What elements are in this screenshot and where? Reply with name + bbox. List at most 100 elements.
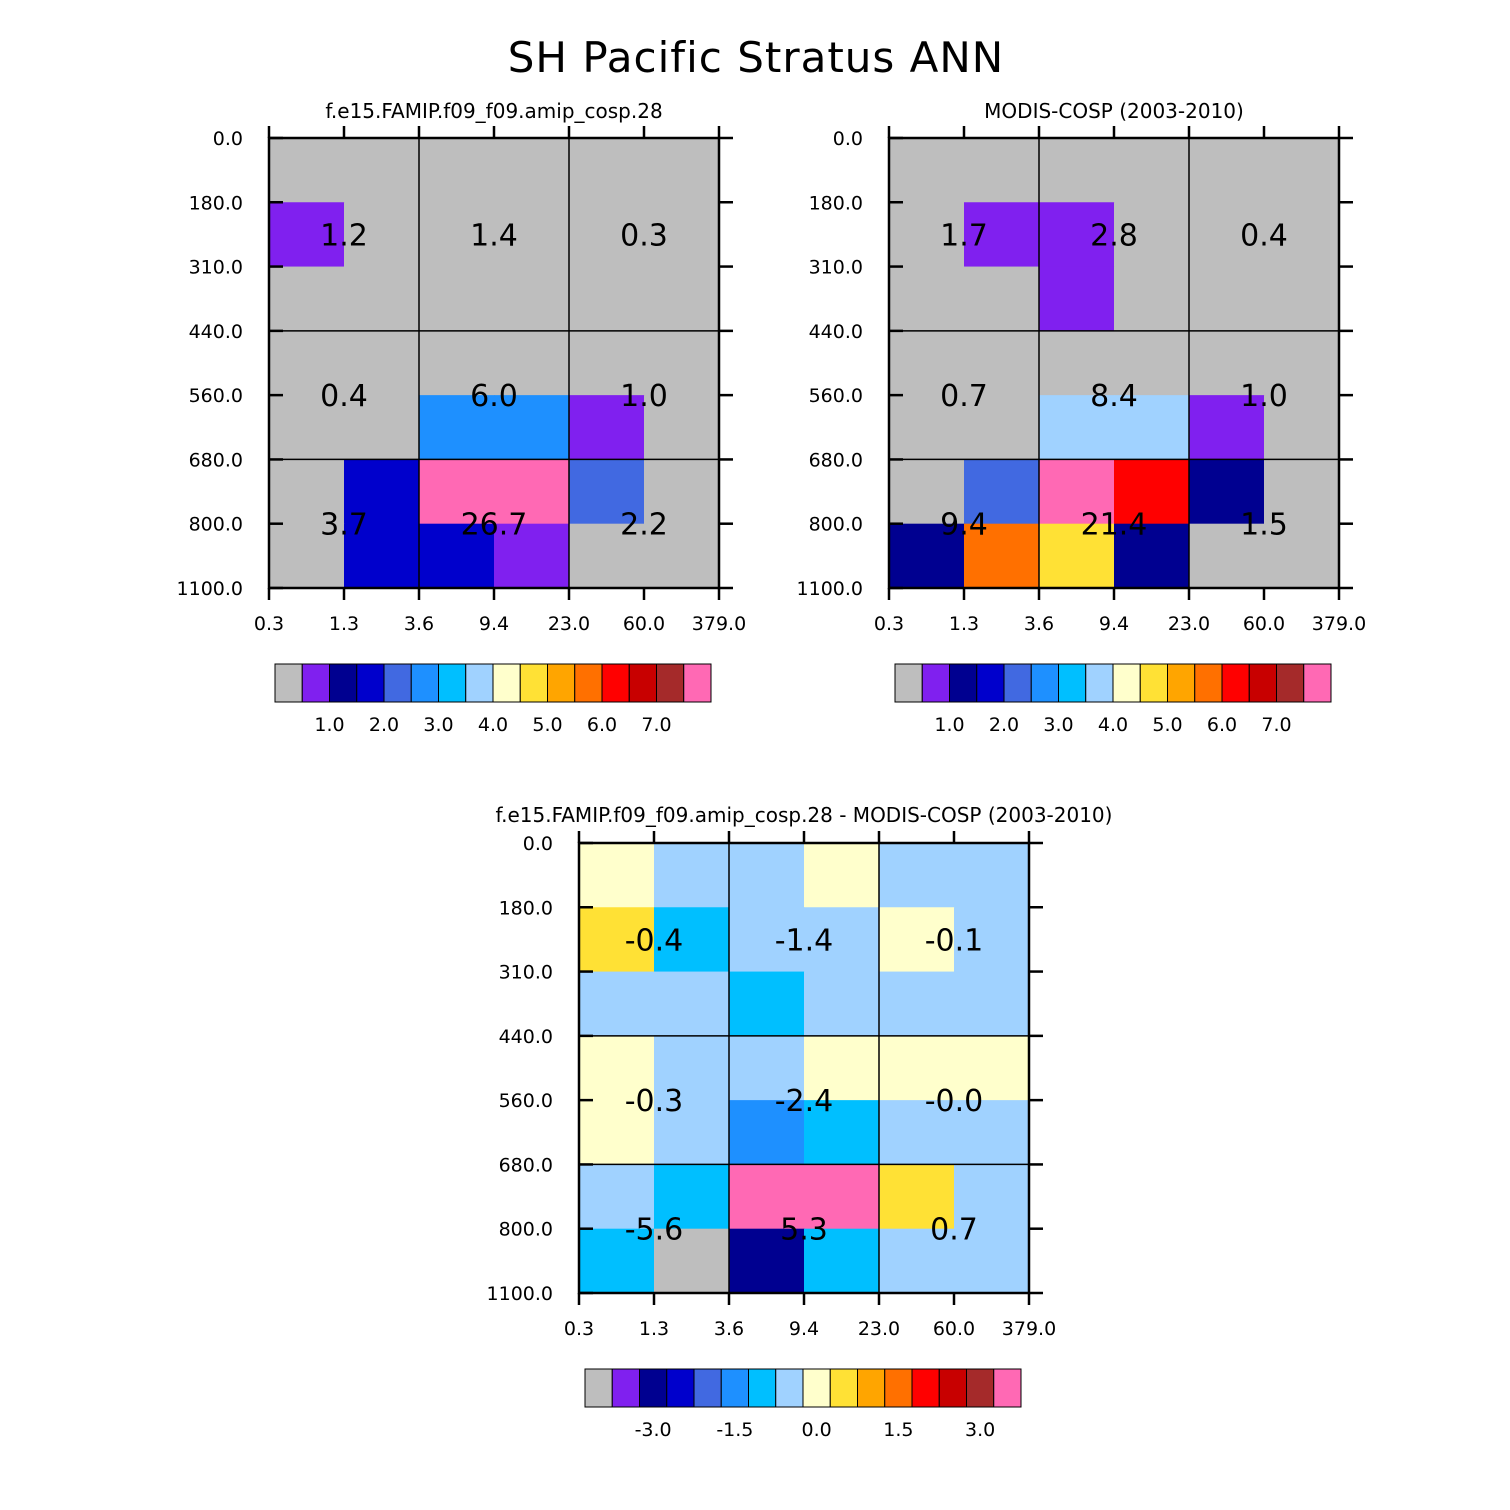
- x-tick-label: 1.3: [329, 613, 359, 635]
- colorbar-box: [1276, 663, 1305, 703]
- ticks-obs: 0.0 180.0 310.0 440.0 560.0 680.0 800.0 1100.0 0…: [797, 126, 1366, 635]
- cell: [269, 459, 345, 525]
- cell: [569, 459, 645, 525]
- x-tick-label: 0.3: [254, 613, 284, 635]
- cell: [964, 266, 1040, 332]
- cell: [1039, 395, 1115, 461]
- colorbar-box: [949, 663, 978, 703]
- cell: [419, 459, 495, 525]
- cell: [419, 266, 495, 332]
- cell: [889, 202, 965, 268]
- cell: [729, 1035, 805, 1101]
- cell: [344, 330, 420, 396]
- cell: [804, 1035, 880, 1101]
- cell: [269, 138, 345, 203]
- cell: [729, 971, 805, 1037]
- colorbar-box: [829, 1368, 858, 1408]
- colorbar-box: [656, 663, 685, 703]
- cell: [729, 1164, 805, 1230]
- x-tick-label: 3.6: [1024, 613, 1054, 635]
- cell: [879, 971, 955, 1037]
- cell: [889, 459, 965, 525]
- colorbar-box: [884, 1368, 913, 1408]
- cell: [494, 523, 570, 589]
- y-tick-label: 0.0: [523, 833, 553, 855]
- colorbar-model: 1.0 2.0 3.0 4.0 5.0 6.0 7.0: [274, 663, 712, 736]
- cell: [269, 330, 345, 396]
- cells-difference: [579, 843, 1030, 1294]
- cell: [1189, 330, 1265, 396]
- cell: [1264, 266, 1340, 332]
- cell: [644, 202, 720, 268]
- colorbar-label: 3.0: [423, 714, 453, 736]
- cell-value-label: 0.3: [620, 218, 668, 253]
- cell: [1189, 459, 1265, 525]
- cells-obs: [889, 138, 1340, 589]
- colorbar-label: 1.5: [883, 1419, 913, 1441]
- cell: [494, 395, 570, 461]
- x-tick-label: 9.4: [789, 1318, 819, 1340]
- cell: [954, 971, 1030, 1037]
- colorbar-label: 4.0: [478, 714, 508, 736]
- colorbar-label: 5.0: [1152, 714, 1182, 736]
- cell: [729, 1100, 805, 1166]
- ticks-model: 0.0 180.0 310.0 440.0 560.0 680.0 800.0 1100.0 0…: [177, 126, 746, 635]
- cell: [964, 330, 1040, 396]
- cell: [964, 202, 1040, 268]
- cell: [804, 843, 880, 908]
- colorbar-box: [574, 663, 603, 703]
- cell: [654, 843, 730, 908]
- colorbar-box: [1303, 663, 1332, 703]
- y-tick-label: 680.0: [499, 1154, 553, 1176]
- x-tick-label: 60.0: [623, 613, 665, 635]
- y-tick-label: 0.0: [213, 128, 243, 150]
- cell: [1039, 202, 1115, 268]
- colorbar-box: [857, 1368, 886, 1408]
- cell: [889, 266, 965, 332]
- y-tick-label: 800.0: [189, 514, 243, 536]
- cell-value-label: 9.4: [940, 508, 988, 543]
- cell: [644, 266, 720, 332]
- cell: [964, 138, 1040, 203]
- cell: [964, 523, 1040, 589]
- cell: [344, 202, 420, 268]
- cell: [579, 843, 655, 908]
- colorbar-box: [547, 663, 576, 703]
- colorbar-box: [1194, 663, 1223, 703]
- y-tick-label: 680.0: [189, 449, 243, 471]
- colorbar-label: 2.0: [369, 714, 399, 736]
- cell-value-label: -5.6: [625, 1213, 684, 1248]
- cell: [1114, 395, 1190, 461]
- cell: [644, 459, 720, 525]
- cell: [1039, 266, 1115, 332]
- cell: [964, 459, 1040, 525]
- cell: [269, 202, 345, 268]
- colorbar-box: [1221, 663, 1250, 703]
- panel-title-model: f.e15.FAMIP.f09_f09.amip_cosp.28: [325, 99, 662, 123]
- cell-value-label: 1.5: [1240, 508, 1288, 543]
- x-tick-label: 379.0: [1002, 1318, 1056, 1340]
- cell: [569, 138, 645, 203]
- colorbar-label: 1.0: [934, 714, 964, 736]
- y-tick-label: 1100.0: [487, 1283, 553, 1305]
- cell: [804, 1164, 880, 1230]
- cell-value-label: -1.4: [775, 923, 834, 958]
- y-tick-label: 0.0: [833, 128, 863, 150]
- cell-value-label: 0.4: [1240, 218, 1288, 253]
- cell: [579, 1035, 655, 1101]
- panel-obs: MODIS-COSP (2003-2010) 0.0 180.0 310.0 440.…: [797, 99, 1367, 736]
- colorbar-box: [1058, 663, 1087, 703]
- cell: [344, 523, 420, 589]
- cell: [419, 395, 495, 461]
- cell: [579, 1164, 655, 1230]
- cell: [344, 266, 420, 332]
- cell: [1114, 266, 1190, 332]
- cell: [954, 1035, 1030, 1101]
- colorbar-box: [492, 663, 521, 703]
- cell: [879, 1100, 955, 1166]
- cell: [1114, 202, 1190, 268]
- colorbar-box: [628, 663, 657, 703]
- colorbar-label: 6.0: [587, 714, 617, 736]
- y-tick-label: 180.0: [809, 192, 863, 214]
- labels-obs: 1.7 2.8 0.4 0.7 8.4 1.0 9.4 21.4 1.5: [940, 218, 1288, 542]
